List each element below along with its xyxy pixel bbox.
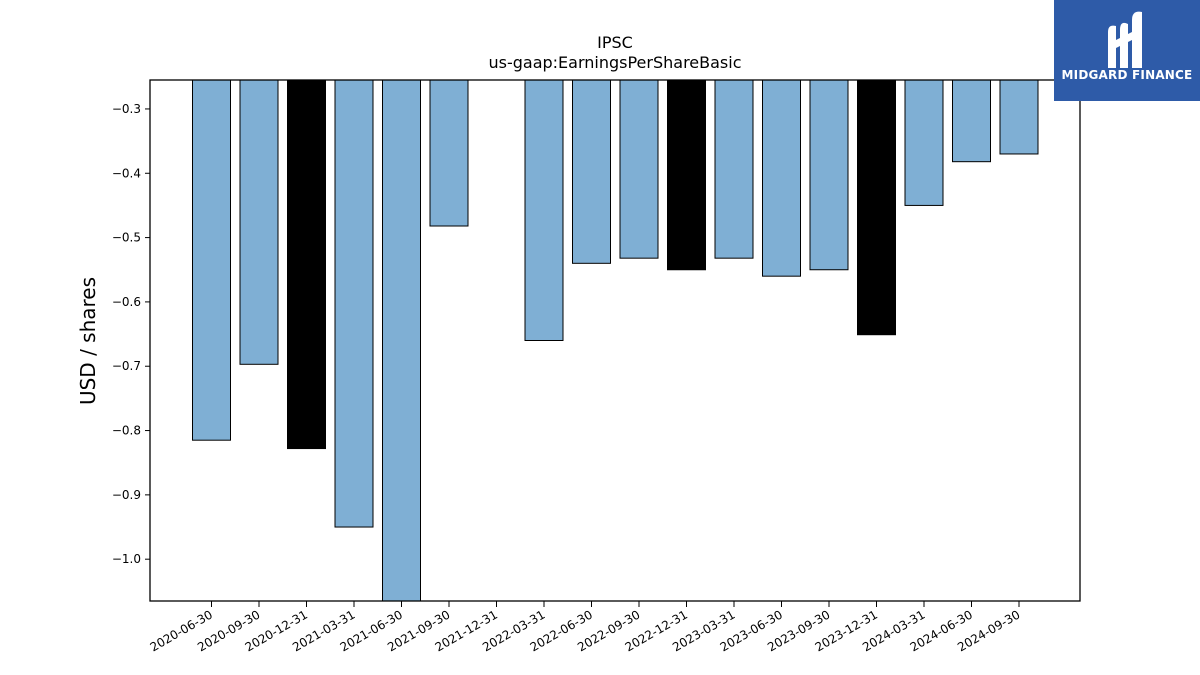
- bar-2024-09-30: [999, 80, 1039, 155]
- bar-2021-09-30: [429, 80, 469, 227]
- midgard-finance-logo: MIDGARD FINANCE: [1054, 0, 1200, 101]
- chart-subtitle: us-gaap:EarningsPerShareBasic: [488, 53, 742, 72]
- bar-2022-09-30: [619, 80, 659, 259]
- y-tick-label: −0.8: [112, 424, 141, 438]
- bar-2023-06-30: [762, 80, 801, 277]
- bar-2022-06-30: [572, 80, 611, 264]
- y-tick-label: −0.9: [112, 488, 141, 502]
- y-tick-label: −0.6: [112, 295, 141, 309]
- bar-2020-12-31: [287, 80, 326, 450]
- bar-2021-06-30: [382, 80, 421, 601]
- bars-group: [192, 80, 1039, 601]
- midgard-logo-icon: [1108, 11, 1142, 69]
- bar-2021-03-31: [334, 80, 374, 528]
- plot-frame: [149, 79, 1081, 602]
- bar-2024-03-31: [904, 80, 944, 206]
- bar-2020-06-30: [192, 80, 231, 441]
- bar-2024-06-30: [952, 80, 991, 163]
- bar-2020-09-30: [239, 80, 279, 365]
- bar-2022-03-31: [524, 80, 564, 341]
- bar-2023-12-31: [857, 80, 896, 336]
- chart-title: IPSC: [597, 33, 633, 52]
- y-tick-label: −0.5: [112, 231, 141, 245]
- bar-2022-12-31: [667, 80, 706, 271]
- bar-2023-03-31: [714, 80, 754, 259]
- y-tick-label: −0.3: [112, 102, 141, 116]
- y-tick-label: −0.4: [112, 166, 141, 180]
- y-tick-label: −0.7: [112, 359, 141, 373]
- y-tick-label: −1.0: [112, 552, 141, 566]
- bar-2023-09-30: [809, 80, 849, 271]
- logo-text: MIDGARD FINANCE: [1061, 68, 1193, 82]
